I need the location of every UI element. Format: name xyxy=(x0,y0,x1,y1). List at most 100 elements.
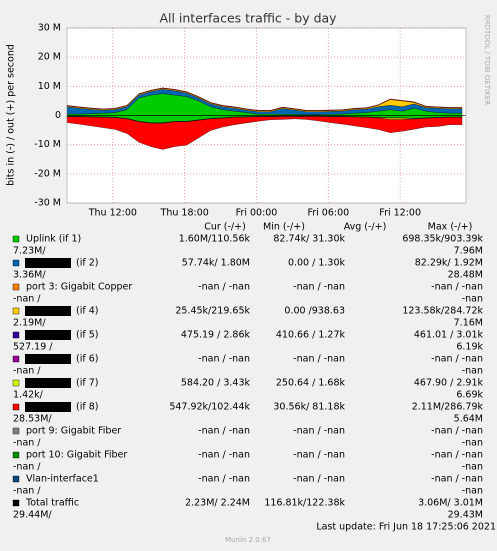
legend-max-out: -nan xyxy=(462,462,483,473)
legend-avg: 3.06M/ 3.01M xyxy=(418,498,483,509)
legend-max-in: 527.19 / xyxy=(13,342,53,353)
redaction xyxy=(25,258,71,268)
legend-max-out: -nan xyxy=(462,486,483,497)
legend-avg: -nan / -nan xyxy=(431,450,483,461)
legend-avg: 82.29k/ 1.92M xyxy=(415,258,483,269)
legend-swatch xyxy=(12,307,20,315)
legend-label: port 9: Gigabit Fiber xyxy=(26,426,121,437)
legend-max-out: -nan xyxy=(462,294,483,305)
legend-min: 30.56k/ 81.18k xyxy=(273,402,345,413)
legend-max-out: 6.69k xyxy=(456,390,483,401)
chart-title: All interfaces traffic - by day xyxy=(159,11,337,26)
area xyxy=(66,87,463,111)
legend-max-out: 7.96M xyxy=(454,246,483,257)
legend-label: Uplink (if 1) xyxy=(26,234,81,245)
legend-min: 116.81k/122.38k xyxy=(264,498,345,509)
legend-max-in: 2.19M/ xyxy=(13,318,46,329)
footer: Munin 2.0.67 xyxy=(225,536,271,544)
redaction xyxy=(25,402,71,412)
side-text: RRDTOOL / TOBI OETIKER xyxy=(483,15,491,105)
redaction xyxy=(25,378,71,388)
legend-label: port 10: Gigabit Fiber xyxy=(26,450,127,461)
y-tick-label: 30 M xyxy=(38,23,61,34)
legend-header: Cur (-/+) xyxy=(204,222,246,233)
legend-swatch xyxy=(12,475,20,483)
legend-swatch xyxy=(12,283,20,291)
x-tick-label: Fri 12:00 xyxy=(379,208,421,219)
legend-max-out: 6.19k xyxy=(456,342,483,353)
x-tick-label: Fri 06:00 xyxy=(307,208,349,219)
legend-max-out: 29.43M xyxy=(448,510,483,521)
legend-max-in: 7.23M/ xyxy=(13,246,46,257)
legend-cur: 547.92k/102.44k xyxy=(169,402,250,413)
legend-cur: -nan / -nan xyxy=(198,474,250,485)
legend-cur: 475.19 / 2.86k xyxy=(181,330,251,341)
legend-max-in: -nan / xyxy=(13,366,41,377)
legend-swatch xyxy=(12,379,20,387)
legend-cur: 57.74k/ 1.80M xyxy=(182,258,250,269)
legend-swatch xyxy=(12,331,20,339)
legend-min: 82.74k/ 31.30k xyxy=(273,234,345,245)
legend-label: (if 7) xyxy=(76,378,98,389)
legend-label: (if 2) xyxy=(76,258,98,269)
legend-avg: -nan / -nan xyxy=(431,426,483,437)
y-tick-label: -30 M xyxy=(34,198,61,209)
legend-avg: -nan / -nan xyxy=(431,354,483,365)
redaction xyxy=(25,354,71,364)
legend-cur: 1.60M/110.56k xyxy=(179,234,251,245)
legend-max-in: -nan / xyxy=(13,462,41,473)
legend-avg: 123.58k/284.72k xyxy=(402,306,483,317)
legend-max-in: -nan / xyxy=(13,438,41,449)
x-tick-label: Thu 12:00 xyxy=(88,208,137,219)
legend-cur: 584.20 / 3.43k xyxy=(181,378,251,389)
legend-cur: -nan / -nan xyxy=(198,426,250,437)
area xyxy=(66,116,463,150)
legend-max-out: -nan xyxy=(462,438,483,449)
legend-header: Min (-/+) xyxy=(263,222,305,233)
legend-max-in: 29.44M/ xyxy=(13,510,52,521)
legend-avg: 467.90 / 2.91k xyxy=(414,378,484,389)
legend-swatch xyxy=(12,355,20,363)
legend-avg: -nan / -nan xyxy=(431,474,483,485)
legend-label: (if 8) xyxy=(76,402,98,413)
y-tick-label: 0 xyxy=(55,110,61,121)
legend-swatch xyxy=(12,451,20,459)
x-tick-label: Fri 00:00 xyxy=(236,208,278,219)
legend-max-out: -nan xyxy=(462,366,483,377)
legend-label: Total traffic xyxy=(25,498,79,509)
legend-min: -nan / -nan xyxy=(293,474,345,485)
y-tick-label: 20 M xyxy=(38,52,61,63)
legend-label: Vlan-interface1 xyxy=(26,474,99,485)
x-tick-label: Thu 18:00 xyxy=(160,208,209,219)
legend-swatch xyxy=(12,427,20,435)
legend-header: Avg (-/+) xyxy=(344,222,387,233)
legend-min: 0.00 / 1.30k xyxy=(288,258,346,269)
legend-cur: -nan / -nan xyxy=(198,282,250,293)
legend-label: (if 5) xyxy=(76,330,98,341)
legend-min: -nan / -nan xyxy=(293,282,345,293)
legend-cur: 2.23M/ 2.24M xyxy=(185,498,250,509)
legend-min: -nan / -nan xyxy=(293,426,345,437)
legend-label: port 3: Gigabit Copper xyxy=(26,282,132,293)
y-tick-label: -10 M xyxy=(34,139,61,150)
legend-avg: 698.35k/903.39k xyxy=(402,234,483,245)
legend-cur: 25.45k/219.65k xyxy=(175,306,250,317)
legend-max-in: 1.42k/ xyxy=(13,390,44,401)
legend-cur: -nan / -nan xyxy=(198,450,250,461)
legend-min: 250.64 / 1.68k xyxy=(276,378,346,389)
legend-max-in: 3.36M/ xyxy=(13,270,46,281)
legend-swatch xyxy=(12,499,20,507)
legend-max-in: -nan / xyxy=(13,486,41,497)
legend-swatch xyxy=(12,403,20,411)
redaction xyxy=(25,306,71,316)
plot-frame xyxy=(66,27,467,204)
legend-swatch xyxy=(12,235,20,243)
legend-avg: 461.01 / 3.01k xyxy=(414,330,484,341)
legend-max-in: 28.53M/ xyxy=(13,414,52,425)
legend-min: 0.00 /938.63 xyxy=(284,306,345,317)
legend-max-in: -nan / xyxy=(13,294,41,305)
legend-max-out: 5.64M xyxy=(454,414,483,425)
legend-min: -nan / -nan xyxy=(293,354,345,365)
y-tick-label: 10 M xyxy=(38,81,61,92)
